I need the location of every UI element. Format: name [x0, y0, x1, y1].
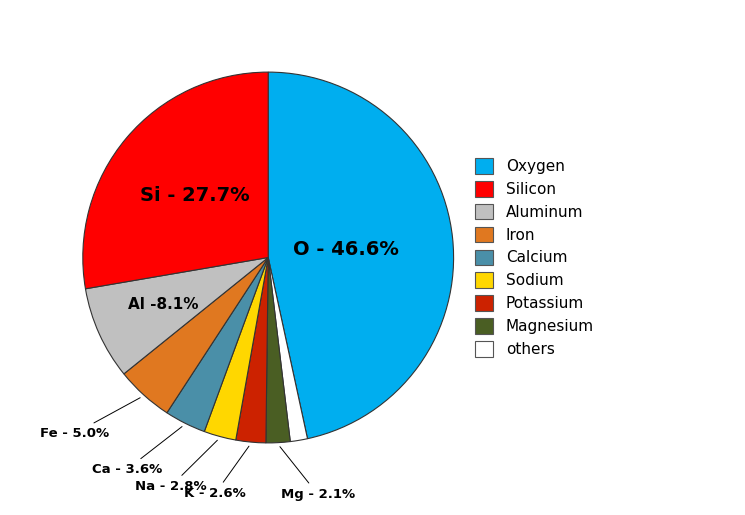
Text: Na - 2.8%: Na - 2.8%	[135, 440, 218, 493]
Text: Al -8.1%: Al -8.1%	[128, 297, 199, 312]
Wedge shape	[86, 258, 268, 374]
Wedge shape	[83, 72, 268, 289]
Wedge shape	[167, 258, 268, 432]
Wedge shape	[124, 258, 268, 413]
Wedge shape	[204, 258, 268, 440]
Wedge shape	[268, 72, 454, 439]
Text: Fe - 5.0%: Fe - 5.0%	[40, 398, 140, 440]
Text: K - 2.6%: K - 2.6%	[184, 446, 249, 500]
Text: Si - 27.7%: Si - 27.7%	[139, 186, 250, 205]
Wedge shape	[268, 258, 308, 441]
Wedge shape	[235, 258, 268, 443]
Text: O - 46.6%: O - 46.6%	[293, 239, 399, 259]
Wedge shape	[266, 258, 291, 443]
Text: Ca - 3.6%: Ca - 3.6%	[92, 426, 182, 476]
Legend: Oxygen, Silicon, Aluminum, Iron, Calcium, Sodium, Potassium, Magnesium, others: Oxygen, Silicon, Aluminum, Iron, Calcium…	[471, 153, 598, 362]
Text: Mg - 2.1%: Mg - 2.1%	[280, 447, 355, 501]
